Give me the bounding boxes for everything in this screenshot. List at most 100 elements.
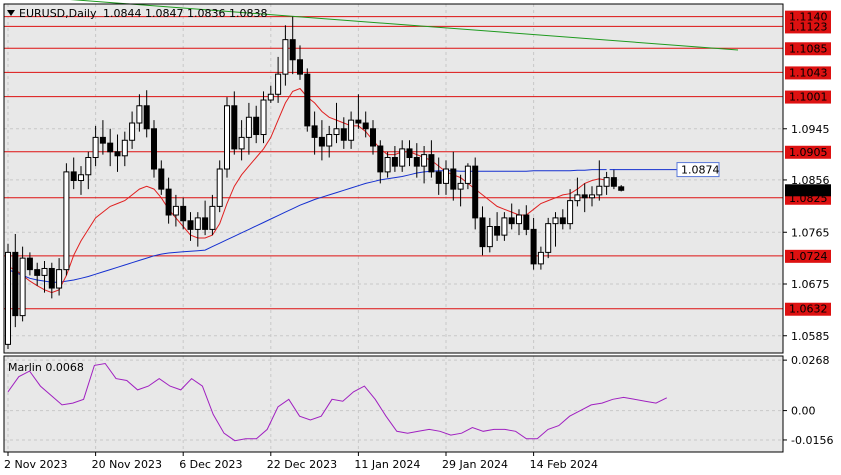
- candle-body-bear: [355, 119, 362, 124]
- candle[interactable]: [78, 166, 84, 195]
- candle[interactable]: [574, 177, 581, 207]
- candle[interactable]: [559, 209, 566, 230]
- candle[interactable]: [136, 94, 143, 132]
- candle[interactable]: [464, 163, 471, 190]
- candle[interactable]: [107, 128, 114, 167]
- candle[interactable]: [26, 252, 33, 276]
- candle[interactable]: [165, 177, 172, 224]
- candle[interactable]: [267, 85, 274, 103]
- candle[interactable]: [413, 143, 420, 178]
- candle[interactable]: [99, 120, 106, 155]
- candle[interactable]: [238, 120, 245, 161]
- candle[interactable]: [304, 68, 311, 132]
- candle[interactable]: [326, 125, 333, 158]
- candle[interactable]: [494, 212, 501, 241]
- candle[interactable]: [41, 261, 48, 293]
- candle[interactable]: [435, 157, 442, 195]
- candle-body-bear: [114, 151, 121, 157]
- candle[interactable]: [92, 125, 99, 167]
- candle[interactable]: [129, 111, 136, 149]
- candle[interactable]: [231, 91, 238, 155]
- candle-body-bull: [348, 119, 355, 141]
- candle[interactable]: [121, 131, 128, 167]
- candle[interactable]: [450, 151, 457, 201]
- candle[interactable]: [311, 111, 318, 155]
- candle[interactable]: [589, 186, 595, 207]
- candle[interactable]: [486, 217, 493, 253]
- marlin-panel[interactable]: [4, 356, 783, 452]
- candle[interactable]: [63, 163, 70, 276]
- candle[interactable]: [391, 146, 398, 172]
- candle[interactable]: [260, 91, 267, 144]
- candle[interactable]: [406, 140, 413, 167]
- candle[interactable]: [187, 212, 194, 241]
- candle[interactable]: [348, 111, 355, 149]
- candle[interactable]: [253, 105, 260, 144]
- candle[interactable]: [56, 258, 63, 296]
- candle[interactable]: [333, 102, 340, 144]
- candle[interactable]: [610, 169, 617, 190]
- candle[interactable]: [48, 262, 55, 299]
- candle[interactable]: [545, 217, 552, 259]
- candle[interactable]: [618, 185, 625, 192]
- candle-body-bull: [501, 217, 508, 236]
- candle[interactable]: [479, 206, 486, 256]
- candle[interactable]: [224, 97, 230, 178]
- candle[interactable]: [172, 194, 179, 227]
- candle[interactable]: [472, 157, 479, 230]
- current-price-label: 1.0838: [789, 184, 828, 197]
- candle[interactable]: [377, 140, 384, 184]
- candle[interactable]: [245, 102, 252, 155]
- candle[interactable]: [501, 212, 508, 241]
- candle[interactable]: [282, 25, 289, 86]
- menu-triangle-icon[interactable]: [7, 10, 15, 16]
- level-tag-label: 1.1001: [789, 91, 828, 104]
- candle[interactable]: [567, 189, 574, 230]
- candle[interactable]: [552, 212, 559, 247]
- candle[interactable]: [362, 111, 369, 138]
- candle[interactable]: [596, 160, 603, 201]
- candle[interactable]: [297, 45, 303, 80]
- candle[interactable]: [19, 246, 26, 322]
- candle[interactable]: [457, 174, 464, 207]
- level-tag-label: 1.0724: [789, 250, 828, 263]
- candle[interactable]: [114, 134, 121, 172]
- candle[interactable]: [443, 160, 449, 195]
- candle[interactable]: [384, 151, 391, 178]
- candle[interactable]: [70, 157, 77, 190]
- price-panel[interactable]: [4, 4, 783, 353]
- candle[interactable]: [340, 117, 347, 149]
- candle[interactable]: [209, 194, 216, 236]
- candle[interactable]: [85, 151, 92, 190]
- candle[interactable]: [5, 243, 11, 349]
- candle[interactable]: [158, 160, 165, 195]
- candle[interactable]: [202, 200, 209, 236]
- candle[interactable]: [516, 209, 522, 236]
- candle[interactable]: [581, 183, 588, 213]
- candle[interactable]: [523, 205, 530, 236]
- candle[interactable]: [508, 203, 515, 230]
- candle[interactable]: [399, 140, 406, 172]
- time-tick-label: 6 Dec 2023: [179, 458, 242, 471]
- candle[interactable]: [537, 246, 544, 270]
- candle[interactable]: [143, 90, 150, 138]
- candle[interactable]: [370, 120, 376, 155]
- candle[interactable]: [355, 94, 362, 129]
- candle[interactable]: [318, 120, 325, 161]
- candle-body-bull: [172, 205, 179, 216]
- candle[interactable]: [603, 171, 610, 195]
- candle-body-bear: [494, 226, 501, 236]
- candle[interactable]: [180, 197, 187, 230]
- candle[interactable]: [34, 262, 41, 286]
- candle[interactable]: [289, 16, 296, 75]
- candle[interactable]: [428, 140, 435, 178]
- candle[interactable]: [275, 56, 282, 103]
- candle[interactable]: [530, 217, 537, 270]
- candle[interactable]: [194, 212, 201, 247]
- candle[interactable]: [216, 160, 223, 213]
- candle[interactable]: [151, 120, 157, 178]
- candle[interactable]: [12, 233, 19, 328]
- candle[interactable]: [421, 146, 428, 184]
